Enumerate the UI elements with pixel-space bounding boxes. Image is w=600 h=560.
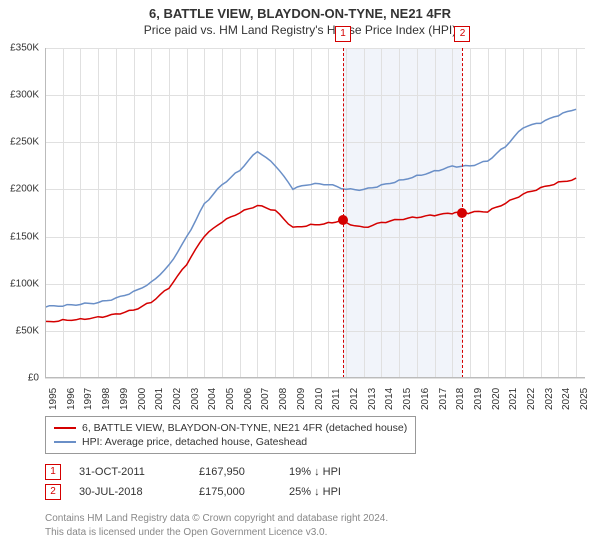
x-tick-label: 2002 bbox=[172, 388, 183, 410]
footer-line-1: Contains HM Land Registry data © Crown c… bbox=[45, 512, 388, 526]
events-row-price: £175,000 bbox=[199, 486, 289, 498]
y-tick-label: £200K bbox=[10, 184, 39, 195]
events-row-badge: 2 bbox=[45, 484, 61, 500]
x-tick-label: 2007 bbox=[260, 388, 271, 410]
series-lines bbox=[45, 48, 585, 378]
legend-label: 6, BATTLE VIEW, BLAYDON-ON-TYNE, NE21 4F… bbox=[82, 422, 407, 434]
x-tick-label: 2016 bbox=[420, 388, 431, 410]
legend-row: HPI: Average price, detached house, Gate… bbox=[54, 435, 407, 449]
x-tick-label: 2017 bbox=[438, 388, 449, 410]
y-tick-label: £100K bbox=[10, 278, 39, 289]
event-badge-1: 1 bbox=[335, 26, 351, 42]
x-tick-label: 2003 bbox=[190, 388, 201, 410]
legend-label: HPI: Average price, detached house, Gate… bbox=[82, 436, 307, 448]
x-tick-label: 2024 bbox=[561, 388, 572, 410]
event-marker-1 bbox=[339, 216, 347, 224]
series-price_paid bbox=[45, 178, 576, 322]
y-tick-label: £350K bbox=[10, 43, 39, 54]
events-row-date: 30-JUL-2018 bbox=[79, 486, 199, 498]
y-tick-label: £300K bbox=[10, 90, 39, 101]
events-row-pct: 25% ↓ HPI bbox=[289, 486, 399, 498]
x-tick-label: 2021 bbox=[508, 388, 519, 410]
y-tick-label: £150K bbox=[10, 231, 39, 242]
events-row-date: 31-OCT-2011 bbox=[79, 466, 199, 478]
x-tick-label: 2013 bbox=[367, 388, 378, 410]
x-tick-label: 1996 bbox=[66, 388, 77, 410]
chart-subtitle: Price paid vs. HM Land Registry's House … bbox=[0, 21, 600, 37]
axis-border-left bbox=[45, 48, 46, 378]
events-row-price: £167,950 bbox=[199, 466, 289, 478]
footer-note: Contains HM Land Registry data © Crown c… bbox=[45, 512, 388, 539]
events-table: 1 31-OCT-2011£167,95019% ↓ HPI 2 30-JUL-201… bbox=[45, 462, 399, 502]
x-tick-label: 2023 bbox=[544, 388, 555, 410]
x-tick-label: 2012 bbox=[349, 388, 360, 410]
x-tick-label: 2014 bbox=[384, 388, 395, 410]
event-line-1 bbox=[343, 48, 344, 378]
chart-area: 12 £0£50K£100K£150K£200K£250K£300K£350K … bbox=[45, 48, 585, 378]
x-tick-label: 2008 bbox=[278, 388, 289, 410]
legend-row: 6, BATTLE VIEW, BLAYDON-ON-TYNE, NE21 4F… bbox=[54, 421, 407, 435]
events-row-pct: 19% ↓ HPI bbox=[289, 466, 399, 478]
events-table-row: 1 31-OCT-2011£167,95019% ↓ HPI bbox=[45, 462, 399, 482]
x-tick-label: 2010 bbox=[314, 388, 325, 410]
x-tick-label: 2000 bbox=[137, 388, 148, 410]
x-tick-label: 2015 bbox=[402, 388, 413, 410]
axis-border-bottom bbox=[45, 377, 585, 378]
series-hpi bbox=[45, 109, 576, 307]
y-tick-label: £0 bbox=[28, 373, 39, 384]
chart-title: 6, BATTLE VIEW, BLAYDON-ON-TYNE, NE21 4F… bbox=[0, 0, 600, 21]
y-tick-label: £250K bbox=[10, 137, 39, 148]
x-tick-label: 2019 bbox=[473, 388, 484, 410]
footer-line-2: This data is licensed under the Open Gov… bbox=[45, 526, 388, 540]
event-badge-2: 2 bbox=[454, 26, 470, 42]
gridline-h bbox=[45, 378, 585, 379]
events-row-badge: 1 bbox=[45, 464, 61, 480]
legend: 6, BATTLE VIEW, BLAYDON-ON-TYNE, NE21 4F… bbox=[45, 416, 416, 454]
y-tick-label: £50K bbox=[16, 325, 39, 336]
x-tick-label: 2025 bbox=[579, 388, 590, 410]
x-tick-label: 2005 bbox=[225, 388, 236, 410]
x-tick-label: 2022 bbox=[526, 388, 537, 410]
event-marker-2 bbox=[458, 209, 466, 217]
x-tick-label: 2001 bbox=[154, 388, 165, 410]
x-tick-label: 2009 bbox=[296, 388, 307, 410]
x-tick-label: 2018 bbox=[455, 388, 466, 410]
x-tick-label: 1995 bbox=[48, 388, 59, 410]
x-tick-label: 1999 bbox=[119, 388, 130, 410]
x-tick-label: 2004 bbox=[207, 388, 218, 410]
legend-swatch bbox=[54, 441, 76, 443]
x-tick-label: 1998 bbox=[101, 388, 112, 410]
x-tick-label: 2011 bbox=[331, 388, 342, 410]
legend-swatch bbox=[54, 427, 76, 429]
x-tick-label: 2006 bbox=[243, 388, 254, 410]
x-tick-label: 1997 bbox=[83, 388, 94, 410]
events-table-row: 2 30-JUL-2018£175,00025% ↓ HPI bbox=[45, 482, 399, 502]
x-tick-label: 2020 bbox=[491, 388, 502, 410]
